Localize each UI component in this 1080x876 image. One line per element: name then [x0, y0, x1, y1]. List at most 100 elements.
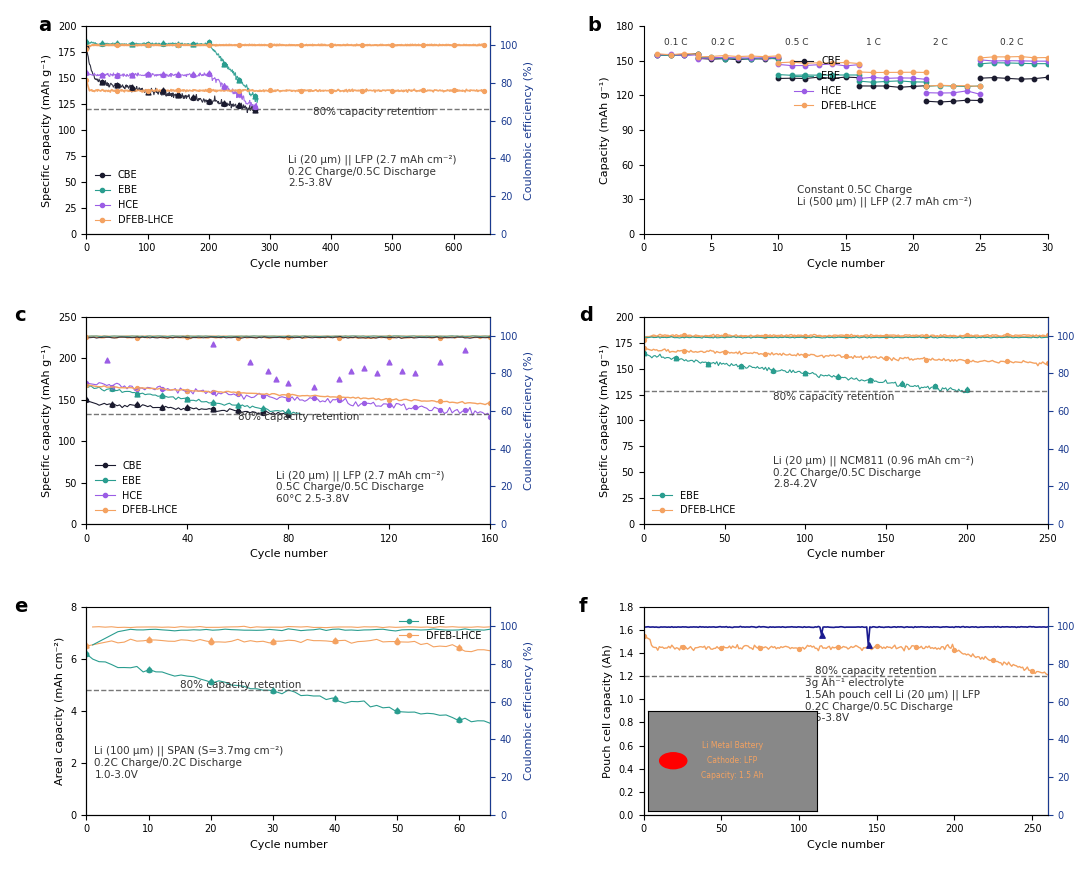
Point [78, 646, 95, 660]
Point [667, 351, 685, 365]
Point [918, 80, 935, 94]
Point [200, 35, 217, 49]
Point [877, 74, 894, 88]
Point [178, 384, 195, 398]
Point [1026, 54, 1043, 68]
Point [877, 351, 894, 365]
Point [482, 397, 499, 411]
Point [972, 94, 989, 108]
Point [261, 39, 279, 53]
Text: 0.1 C: 0.1 C [664, 38, 688, 47]
Point [756, 50, 773, 64]
Point [280, 388, 297, 402]
Point [999, 328, 1016, 342]
Point [129, 382, 146, 396]
Point [170, 68, 187, 82]
Point [103, 382, 120, 396]
Y-axis label: Specific capacity (mAh g⁻¹): Specific capacity (mAh g⁻¹) [42, 53, 53, 207]
Point [893, 377, 910, 391]
Text: 80% capacity retention: 80% capacity retention [238, 413, 360, 422]
Point [200, 67, 217, 81]
Point [689, 52, 706, 66]
Point [450, 641, 468, 655]
Point [383, 84, 401, 98]
Point [893, 376, 910, 390]
Point [129, 386, 146, 400]
Point [153, 401, 171, 415]
Point [415, 39, 432, 53]
Point [702, 53, 719, 67]
Point [732, 359, 750, 373]
Point [829, 370, 847, 384]
Point [931, 86, 948, 100]
Point [129, 397, 146, 411]
Point [108, 78, 125, 92]
Point [850, 65, 867, 79]
Text: 0.5 C: 0.5 C [785, 38, 809, 47]
Point [716, 48, 733, 62]
Point [985, 50, 1002, 64]
Point [406, 366, 423, 380]
Point [129, 398, 146, 412]
Point [972, 53, 989, 67]
Point [93, 67, 110, 81]
Point [824, 71, 841, 85]
Point [985, 56, 1002, 70]
Point [729, 53, 746, 67]
Point [918, 66, 935, 80]
Point [850, 57, 867, 71]
Point [185, 37, 202, 51]
Point [255, 389, 272, 403]
Point [729, 51, 746, 65]
Point [891, 71, 908, 85]
Point [139, 38, 157, 52]
Point [246, 89, 264, 103]
Point [837, 59, 854, 73]
Text: 3g Ah⁻¹ electrolyte
1.5Ah pouch cell Li (20 μm) || LFP
0.2C Charge/0.5C Discharg: 3g Ah⁻¹ electrolyte 1.5Ah pouch cell Li … [806, 678, 981, 724]
Point [743, 52, 760, 66]
Point [829, 370, 847, 384]
Point [770, 67, 787, 81]
Point [649, 48, 666, 62]
Point [958, 79, 975, 93]
Point [797, 328, 814, 343]
Point [837, 55, 854, 69]
Point [139, 37, 157, 51]
Point [861, 638, 878, 652]
Point [868, 639, 886, 653]
Point [837, 68, 854, 82]
Point [154, 37, 172, 51]
Point [380, 398, 397, 412]
Point [323, 39, 340, 53]
Text: 80% capacity retention: 80% capacity retention [814, 666, 936, 676]
Point [265, 684, 282, 698]
Point [280, 330, 297, 344]
Point [139, 38, 157, 52]
Point [1012, 72, 1029, 86]
Point [154, 83, 172, 97]
Point [170, 83, 187, 97]
Point [280, 405, 297, 419]
Legend: EBE, DFEB-LHCE: EBE, DFEB-LHCE [395, 612, 485, 645]
Point [689, 46, 706, 60]
Point [904, 71, 921, 85]
Point [743, 51, 760, 65]
Point [756, 51, 773, 65]
Point [918, 95, 935, 109]
Legend: CBE, EBE, HCE, DFEB-LHCE: CBE, EBE, HCE, DFEB-LHCE [92, 457, 181, 519]
Point [904, 80, 921, 94]
Y-axis label: Coulombic efficiency (%): Coulombic efficiency (%) [524, 351, 534, 490]
Point [139, 67, 157, 81]
Text: 0.2 C: 0.2 C [711, 38, 734, 47]
Point [958, 383, 975, 397]
Point [985, 653, 1002, 667]
Point [1039, 357, 1056, 371]
Point [140, 633, 158, 647]
Point [78, 39, 95, 53]
Point [482, 410, 499, 424]
Point [215, 57, 232, 71]
Point [229, 404, 246, 418]
Point [246, 88, 264, 102]
Point [702, 51, 719, 65]
Point [985, 71, 1002, 85]
